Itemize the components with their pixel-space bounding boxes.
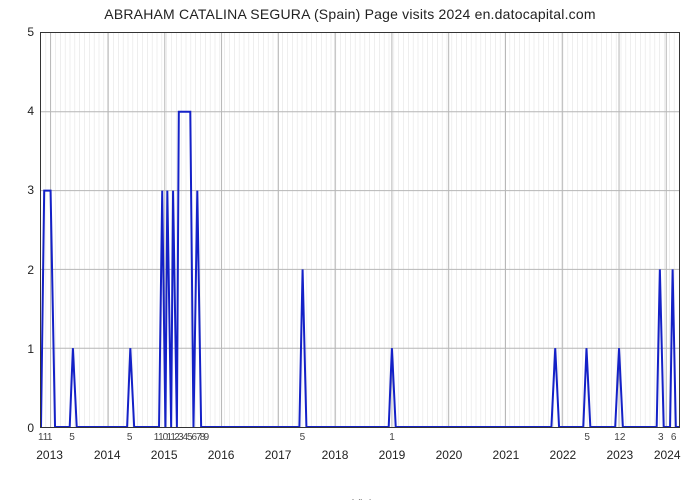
x-major-label: 2015 [151,448,178,462]
plot-area [40,32,680,428]
x-major-label: 2013 [36,448,63,462]
x-major-label: 2014 [94,448,121,462]
y-tick-label: 0 [0,421,34,435]
x-minor-label: 6 [671,432,677,443]
x-major-label: 2017 [265,448,292,462]
x-minor-label: 5 [69,432,75,443]
chart-svg [41,33,679,427]
x-minor-label: 5 [584,432,590,443]
x-major-label: 2018 [322,448,349,462]
y-tick-label: 3 [0,183,34,197]
x-minor-label: 5 [300,432,306,443]
x-minor-label: 3 [658,432,664,443]
x-major-label: 2019 [379,448,406,462]
x-major-label: 2023 [606,448,633,462]
x-minor-label: 1 [389,432,395,443]
x-minor-label: 12 [614,432,625,443]
y-tick-label: 2 [0,263,34,277]
x-minor-label: 5 [127,432,133,443]
x-major-label: 2016 [208,448,235,462]
plot-container: Visits 012345201320142015201620172018201… [0,24,700,464]
x-minor-label: 1 [47,432,53,443]
chart-title: ABRAHAM CATALINA SEGURA (Spain) Page vis… [0,6,700,24]
y-tick-label: 5 [0,25,34,39]
x-major-label: 2021 [493,448,520,462]
y-tick-label: 1 [0,342,34,356]
x-major-label: 2022 [550,448,577,462]
y-tick-label: 4 [0,104,34,118]
x-major-label: 2024 [654,448,681,462]
x-major-label: 2020 [436,448,463,462]
legend: Visits [0,496,700,500]
x-minor-label: 9 [204,432,210,443]
